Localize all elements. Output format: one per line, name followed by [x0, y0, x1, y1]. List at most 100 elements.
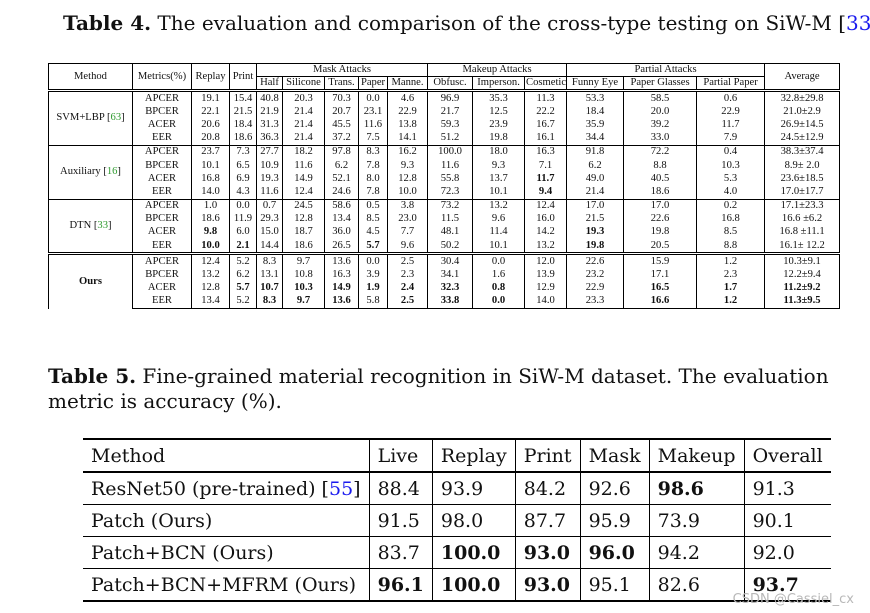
t5-method-ref[interactable]: 55 — [328, 477, 354, 500]
t5-method-name: ResNet50 (pre-trained) [ — [91, 477, 329, 500]
t4-sub-header: Partial Paper — [696, 76, 766, 91]
t4-average-cell: 12.2±9.4 — [764, 268, 841, 282]
t4-value-cell: 21.4 — [282, 131, 325, 146]
t4-value-cell: 21.9 — [256, 105, 283, 119]
t4-method-ref[interactable]: 63 — [110, 112, 122, 124]
table5-caption: Table 5. Fine-grained material recogniti… — [48, 364, 848, 414]
t5-value-cell: 98.6 — [648, 472, 745, 505]
t4-value-cell: 11.6 — [427, 158, 474, 173]
t4-method-ref[interactable]: 33 — [97, 219, 108, 231]
t4-header-method: Method — [48, 63, 133, 91]
t5-value-cell: 82.6 — [648, 568, 745, 602]
t4-value-cell: 9.7 — [282, 294, 325, 309]
t4-value-cell: 5.2 — [229, 294, 257, 309]
t4-value-cell: 19.8 — [623, 225, 698, 240]
t4-average-cell: 23.6±18.5 — [764, 172, 841, 186]
t4-value-cell: 12.4 — [191, 252, 230, 269]
t4-value-cell: 12.9 — [524, 281, 568, 295]
table5-grid: Method Live Replay Print Mask Makeup Ove… — [83, 438, 831, 602]
t4-value-cell: 1.2 — [696, 252, 766, 269]
t4-value-cell: 45.5 — [324, 118, 359, 132]
t4-value-cell: 16.1 — [524, 131, 568, 146]
t5-method-cell: Patch+BCN (Ours) — [83, 536, 370, 569]
t5-row: Patch+BCN+MFRM (Ours) 96.1 100.0 93.0 95.1 82… — [83, 568, 831, 602]
table4-caption-ref[interactable]: 33 — [846, 11, 870, 35]
t4-value-cell: 10.7 — [256, 281, 283, 295]
t4-value-cell: 100.0 — [427, 144, 474, 159]
t4-value-cell: 13.1 — [256, 268, 283, 282]
t4-value-cell: 33.0 — [623, 131, 698, 146]
t4-value-cell: 13.2 — [472, 198, 526, 213]
t4-value-cell: 48.1 — [427, 225, 474, 240]
t4-metric: ACER — [132, 172, 192, 186]
t4-value-cell: 72.3 — [427, 185, 474, 199]
t4-value-cell: 2.5 — [387, 252, 429, 269]
t4-row: BPCER 13.2 6.2 13.1 10.8 16.3 3.9 2.3 34.1 1.6 13.… — [49, 268, 841, 282]
t4-value-cell: 53.3 — [566, 89, 625, 106]
t4-row: DTN [33] APCER 1.0 0.0 0.7 24.5 58.6 0.5 3.8 73.2… — [48, 198, 841, 254]
t5-method-cell: Patch+BCN+MFRM (Ours) — [83, 568, 370, 602]
t4-value-cell: 11.9 — [229, 212, 257, 226]
t4-value-cell: 17.0 — [566, 198, 625, 213]
t4-value-cell: 23.1 — [358, 105, 388, 119]
t4-value-cell: 12.8 — [282, 212, 325, 226]
t4-row: EER 14.0 4.3 11.6 12.4 24.6 7.8 10.0 72.3 10.1 9.4… — [49, 185, 841, 199]
t5-header-replay: Replay — [431, 438, 516, 473]
t4-average-cell: 24.5±12.9 — [764, 131, 841, 146]
t4-value-cell: 11.7 — [524, 172, 568, 186]
t4-value-cell: 13.2 — [524, 239, 568, 254]
t4-value-cell: 12.8 — [387, 172, 429, 186]
t4-value-cell: 19.8 — [566, 239, 625, 254]
t4-header-partial-group: Partial Attacks — [566, 63, 766, 77]
t5-value-cell: 88.4 — [368, 472, 433, 505]
t4-value-cell: 22.9 — [387, 105, 429, 119]
t4-value-cell: 10.8 — [282, 268, 325, 282]
t5-value-cell: 93.0 — [514, 568, 581, 602]
t4-value-cell: 7.7 — [387, 225, 429, 240]
t4-value-cell: 0.0 — [472, 294, 526, 309]
t4-method-cell: Ours — [48, 252, 133, 309]
t4-value-cell: 13.4 — [324, 212, 359, 226]
t4-method-ref[interactable]: 16 — [106, 166, 118, 178]
t4-value-cell: 10.9 — [256, 158, 283, 173]
t4-value-cell: 14.1 — [387, 131, 429, 146]
t4-value-cell: 3.8 — [387, 198, 429, 213]
t4-value-cell: 24.5 — [282, 198, 325, 213]
t4-value-cell: 0.7 — [256, 198, 283, 213]
t4-value-cell: 21.5 — [566, 212, 625, 226]
t4-row: SVM+LBP [63] APCER 19.1 15.4 40.8 20.3 70.3 0.0… — [48, 89, 841, 146]
t4-sub-header: Paper Glasses — [623, 76, 698, 91]
t4-header-print: Print — [229, 63, 257, 91]
t4-method-ref-end: ] — [117, 166, 121, 178]
t4-value-cell: 7.3 — [229, 144, 257, 159]
t4-value-cell: 22.9 — [696, 105, 766, 119]
t4-value-cell: 20.6 — [191, 118, 230, 132]
t4-average-cell: 17.0±17.7 — [764, 185, 841, 199]
t4-sub-header: Funny Eye — [566, 76, 625, 91]
t4-value-cell: 0.5 — [358, 198, 388, 213]
t4-sub-header: Cosmetic — [524, 76, 568, 91]
t4-value-cell: 14.4 — [256, 239, 283, 254]
t4-sub-header: Silicone — [282, 76, 325, 91]
t4-value-cell: 18.2 — [282, 144, 325, 159]
table5-caption-label: Table 5. — [48, 364, 137, 388]
t4-sub-header: Half — [256, 76, 283, 91]
t4-value-cell: 0.0 — [358, 89, 388, 106]
t4-value-cell: 36.0 — [324, 225, 359, 240]
t5-header-makeup: Makeup — [648, 438, 745, 473]
t4-method-name: Ours — [79, 275, 102, 287]
t4-header-mask-group: Mask Attacks — [256, 63, 429, 77]
t4-value-cell: 16.5 — [623, 281, 698, 295]
t4-value-cell: 5.7 — [358, 239, 388, 254]
t4-value-cell: 35.9 — [566, 118, 625, 132]
t4-value-cell: 10.1 — [472, 239, 526, 254]
t4-value-cell: 8.5 — [696, 225, 766, 240]
t4-value-cell: 15.4 — [229, 89, 257, 106]
t5-header-overall: Overall — [743, 438, 831, 473]
t5-row: Patch+BCN (Ours) 83.7 100.0 93.0 96.0 94.2 92.… — [83, 536, 831, 569]
t4-value-cell: 11.7 — [696, 118, 766, 132]
t5-method-cell: ResNet50 (pre-trained) [55] — [83, 472, 370, 505]
t4-value-cell: 6.2 — [229, 268, 257, 282]
t4-value-cell: 14.0 — [524, 294, 568, 309]
t4-row: EER 13.4 5.2 8.3 9.7 13.6 5.8 2.5 33.8 0.0 14.0 23.… — [49, 294, 841, 309]
